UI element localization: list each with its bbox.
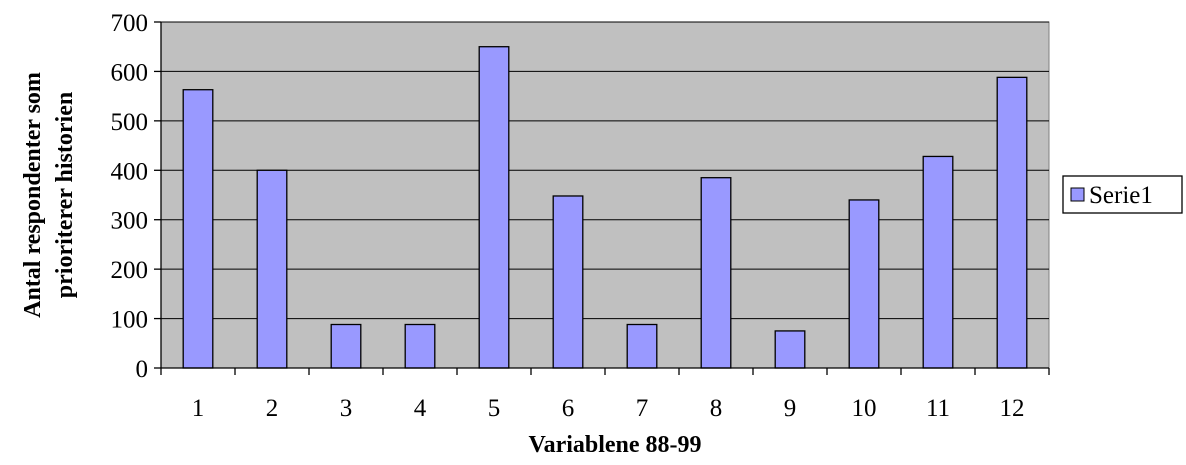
y-tick-label: 200 <box>111 257 149 284</box>
x-tick-label: 6 <box>562 395 575 422</box>
y-axis-title-line-2: prioriterer historien <box>52 92 78 298</box>
x-axis-title: Variablene 88-99 <box>528 432 701 458</box>
legend-label-serie1: Serie1 <box>1089 182 1153 209</box>
x-tick-label: 4 <box>414 395 427 422</box>
bar-11 <box>922 155 954 369</box>
x-tick-label: 8 <box>710 395 723 422</box>
y-axis-title: Antal respondenter som prioriterer histo… <box>20 72 78 318</box>
bars <box>182 46 1028 369</box>
bar-4 <box>404 323 436 369</box>
y-tick-label: 600 <box>111 59 149 86</box>
bar-3 <box>330 323 362 369</box>
y-tick-label: 500 <box>111 109 149 136</box>
x-tick-label: 9 <box>784 395 797 422</box>
gridlines <box>161 21 1049 320</box>
legend-swatch-serie1 <box>1070 187 1085 202</box>
y-tick-label: 400 <box>111 158 149 185</box>
bar-10 <box>848 199 880 369</box>
bar-5 <box>478 46 510 369</box>
bar-9 <box>774 330 806 369</box>
x-tick-label: 11 <box>926 395 950 422</box>
plot-area <box>160 21 1050 369</box>
bar-7 <box>626 323 658 369</box>
x-tick-label: 12 <box>1000 395 1025 422</box>
y-axis-title-line-1: Antal respondenter som <box>20 72 46 318</box>
bar-6 <box>552 195 584 369</box>
y-tick-label: 700 <box>111 10 149 37</box>
y-tick-label: 300 <box>111 208 149 235</box>
bar-1 <box>182 89 214 369</box>
y-tick-label: 0 <box>136 356 149 383</box>
x-axis-ticks: 1 2 3 4 5 6 7 8 9 10 11 12 <box>160 368 1050 422</box>
y-tick-label: 100 <box>111 307 149 334</box>
y-axis-ticks: 0 100 200 300 400 500 600 700 <box>111 10 161 383</box>
bar-12 <box>996 76 1028 369</box>
x-tick-label: 7 <box>636 395 649 422</box>
x-tick-label: 3 <box>340 395 353 422</box>
legend: Serie1 <box>1062 175 1183 214</box>
x-tick-label: 5 <box>488 395 501 422</box>
bar-8 <box>700 177 732 369</box>
x-tick-label: 10 <box>852 395 877 422</box>
bar-2 <box>256 169 288 369</box>
x-tick-label: 2 <box>266 395 279 422</box>
x-tick-label: 1 <box>192 395 205 422</box>
